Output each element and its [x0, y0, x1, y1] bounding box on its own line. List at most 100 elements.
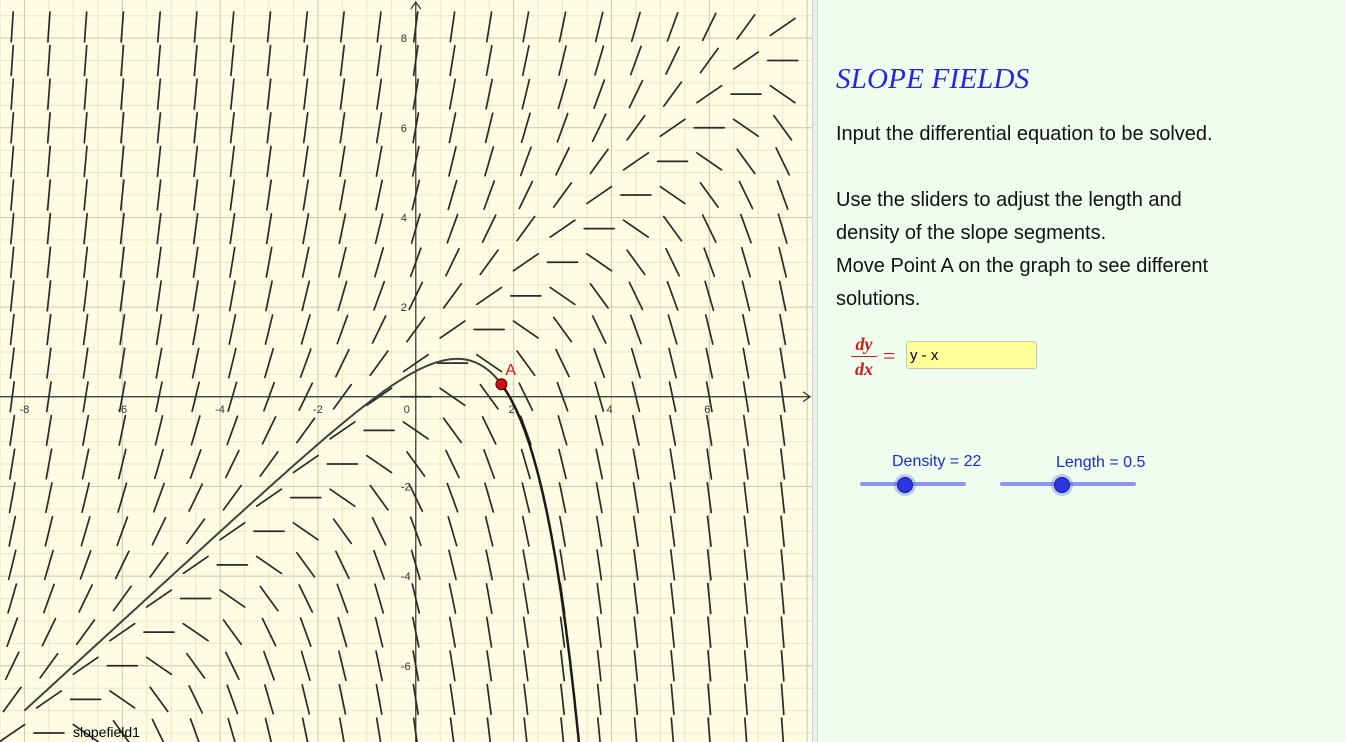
slope-segment	[741, 280, 751, 312]
slope-segment	[775, 147, 791, 176]
length-slider[interactable]	[1000, 474, 1136, 494]
slope-segment	[521, 482, 531, 514]
slope-segment	[46, 179, 52, 211]
slope-segment	[591, 113, 607, 143]
slope-segment	[669, 414, 677, 447]
slope-segment	[259, 585, 279, 612]
graphics-view[interactable]: -8 -6 -4 -2 0 2 4 6 8 6 4 2 -2 -4 -6 A slopefield1	[0, 0, 812, 742]
slope-segment	[332, 383, 353, 410]
slope-segment	[193, 145, 199, 178]
slope-segment	[626, 114, 646, 141]
slope-segment	[263, 650, 276, 681]
slope-segment	[45, 381, 52, 413]
slope-segment	[83, 246, 89, 279]
slope-segment	[192, 280, 199, 312]
slope-segment	[670, 650, 675, 682]
slope-segment	[780, 683, 785, 716]
slope-segment	[776, 180, 789, 210]
slope-segment	[193, 11, 198, 43]
equation-input[interactable]	[906, 341, 1037, 369]
slope-segment	[46, 44, 51, 77]
slope-segment	[780, 717, 785, 742]
slope-segment	[706, 414, 713, 447]
slope-segment	[155, 313, 163, 346]
slope-segment	[4, 651, 20, 681]
slope-segment	[706, 582, 712, 615]
slope-segment	[596, 683, 602, 716]
slope-segment	[119, 347, 126, 379]
slope-segment	[75, 619, 96, 646]
slope-segment	[780, 649, 785, 682]
slope-segment	[596, 582, 603, 615]
slope-segment	[46, 347, 52, 379]
slope-segment	[119, 280, 126, 312]
slope-segment	[552, 182, 573, 209]
slope-segment	[266, 44, 272, 77]
slope-segment	[230, 11, 235, 43]
panel-divider[interactable]	[812, 0, 818, 742]
slope-segment	[298, 382, 314, 412]
slope-segment	[46, 78, 51, 110]
slope-segment	[626, 249, 646, 276]
point-a[interactable]	[495, 378, 508, 391]
slope-segment	[705, 381, 713, 413]
density-slider[interactable]	[860, 474, 966, 494]
slope-segment	[670, 717, 675, 742]
slope-segment	[632, 515, 639, 547]
slope-segment	[586, 185, 613, 205]
slope-segment	[670, 616, 675, 648]
slope-segment	[339, 78, 346, 110]
slope-segment	[445, 449, 460, 479]
slope-segment	[633, 549, 639, 581]
slope-segment	[479, 249, 499, 276]
slope-segment	[778, 280, 787, 312]
slope-segment	[516, 215, 536, 242]
x-tick-label: -2	[313, 404, 323, 416]
slope-segment	[518, 180, 534, 210]
equals-sign: =	[883, 343, 896, 368]
slope-segment	[594, 414, 604, 446]
slope-segment	[156, 212, 162, 245]
slope-segment	[292, 454, 319, 474]
slope-segment	[119, 246, 125, 279]
slope-segment	[375, 112, 383, 144]
slope-segment	[44, 515, 54, 547]
y-tick-label: -6	[401, 661, 411, 673]
slope-segment	[338, 717, 345, 742]
slope-segment	[0, 723, 26, 742]
slope-segment	[255, 488, 283, 508]
density-slider-track[interactable]	[860, 482, 966, 486]
density-slider-knob[interactable]	[896, 477, 913, 493]
slope-segment	[707, 649, 712, 682]
y-tick-label: 6	[401, 123, 407, 135]
slope-segment	[82, 381, 89, 413]
slope-segment	[149, 551, 169, 578]
slope-segment	[226, 684, 239, 715]
slope-segment	[740, 247, 752, 278]
slope-segment	[7, 549, 17, 581]
slope-segment	[9, 280, 15, 312]
slope-segment	[371, 516, 387, 546]
slope-segment	[447, 179, 458, 211]
slope-segment	[145, 656, 173, 676]
slope-segment	[298, 584, 314, 613]
slope-segment	[82, 414, 90, 447]
slope-segment	[152, 482, 165, 513]
slope-segment	[339, 11, 345, 43]
slope-segment	[520, 112, 531, 144]
slope-segment	[156, 179, 162, 211]
slope-segment	[549, 286, 576, 306]
slope-segment	[670, 582, 676, 615]
instruction-sliders: Use the sliders to adjust the length and…	[836, 189, 1182, 244]
slope-segment	[412, 650, 420, 682]
slope-segment	[780, 616, 785, 648]
coordinate-plane[interactable]: -8 -6 -4 -2 0 2 4 6 8 6 4 2 -2 -4 -6 A slopefield1	[0, 0, 812, 742]
fraction-bar	[851, 356, 877, 357]
length-slider-knob[interactable]	[1054, 477, 1071, 493]
slope-segment	[669, 515, 676, 548]
slope-segment	[669, 481, 676, 514]
slope-segment	[266, 145, 272, 178]
slope-segment	[301, 717, 309, 742]
slope-segment	[779, 414, 786, 447]
slope-segment	[736, 13, 756, 40]
